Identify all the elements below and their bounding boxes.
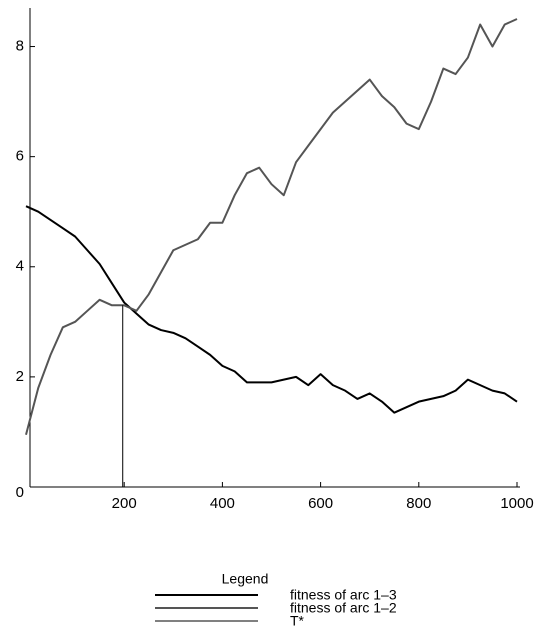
y-tick-label: 6 (16, 148, 24, 165)
legend-label: T* (290, 613, 305, 628)
y-tick-label: 0 (16, 484, 24, 501)
series-line (25, 205, 518, 414)
legend-label: fitness of arc 1–3 (290, 587, 397, 603)
y-tick-label: 8 (16, 38, 24, 55)
x-tick-label: 1000 (500, 495, 533, 512)
legend-title: Legend (222, 571, 269, 587)
legend-label: fitness of arc 1–2 (290, 600, 397, 616)
x-tick-label: 800 (406, 495, 431, 512)
y-tick-label: 2 (16, 368, 24, 385)
x-tick-label: 400 (210, 495, 235, 512)
x-tick-label: 600 (308, 495, 333, 512)
y-tick-label: 4 (16, 258, 24, 275)
x-tick-label: 200 (112, 495, 137, 512)
series-line (25, 18, 518, 435)
